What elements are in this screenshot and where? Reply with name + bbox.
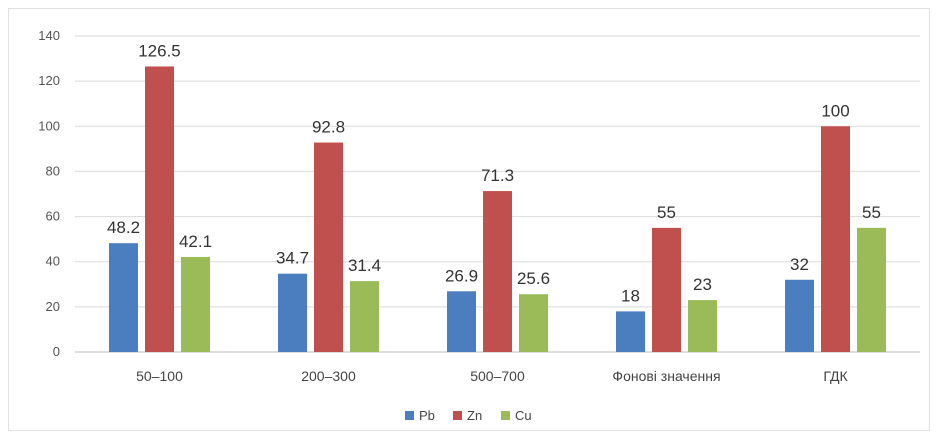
y-tick-label: 80	[46, 163, 60, 178]
y-tick-label: 0	[53, 344, 60, 359]
y-tick-label: 40	[46, 254, 60, 269]
data-label: 26.9	[445, 266, 478, 285]
y-tick-label: 100	[38, 118, 60, 133]
data-label: 42.1	[179, 232, 212, 251]
data-label: 92.8	[312, 118, 345, 137]
x-category-label: 200–300	[301, 368, 356, 384]
data-label: 100	[821, 101, 849, 120]
bar-zn	[483, 191, 512, 352]
bar-cu	[181, 256, 210, 352]
bar-cu	[519, 294, 548, 352]
bar-pb	[109, 243, 138, 352]
legend-label: Cu	[515, 408, 532, 423]
data-label: 55	[657, 203, 676, 222]
bar-zn	[145, 66, 174, 352]
y-tick-label: 120	[38, 73, 60, 88]
legend-swatch-cu	[501, 411, 510, 420]
bar-pb	[616, 311, 645, 352]
x-category-label: ГДК	[823, 368, 848, 384]
y-tick-label: 60	[46, 209, 60, 224]
y-tick-label: 20	[46, 299, 60, 314]
data-label: 71.3	[481, 166, 514, 185]
data-label: 48.2	[107, 218, 140, 237]
bar-cu	[350, 281, 379, 352]
bar-zn	[652, 227, 681, 352]
y-tick-label: 140	[38, 28, 60, 43]
legend-swatch-zn	[453, 411, 462, 420]
bar-pb	[278, 273, 307, 352]
bar-zn	[314, 142, 343, 352]
bar-pb	[447, 291, 476, 352]
bar-pb	[785, 279, 814, 352]
bar-cu	[857, 227, 886, 352]
data-label: 55	[862, 203, 881, 222]
data-label: 25.6	[517, 269, 550, 288]
legend-swatch-pb	[405, 411, 414, 420]
bar-zn	[821, 126, 850, 353]
x-category-label: Фонові значення	[612, 368, 720, 384]
data-label: 23	[693, 275, 712, 294]
x-category-label: 50–100	[136, 368, 183, 384]
data-label: 32	[790, 255, 809, 274]
legend-label: Zn	[467, 408, 482, 423]
data-label: 126.5	[138, 41, 181, 60]
data-label: 18	[621, 286, 640, 305]
data-label: 31.4	[348, 256, 381, 275]
bar-cu	[688, 300, 717, 352]
legend-label: Pb	[419, 408, 435, 423]
data-label: 34.7	[276, 249, 309, 268]
x-category-label: 500–700	[470, 368, 525, 384]
